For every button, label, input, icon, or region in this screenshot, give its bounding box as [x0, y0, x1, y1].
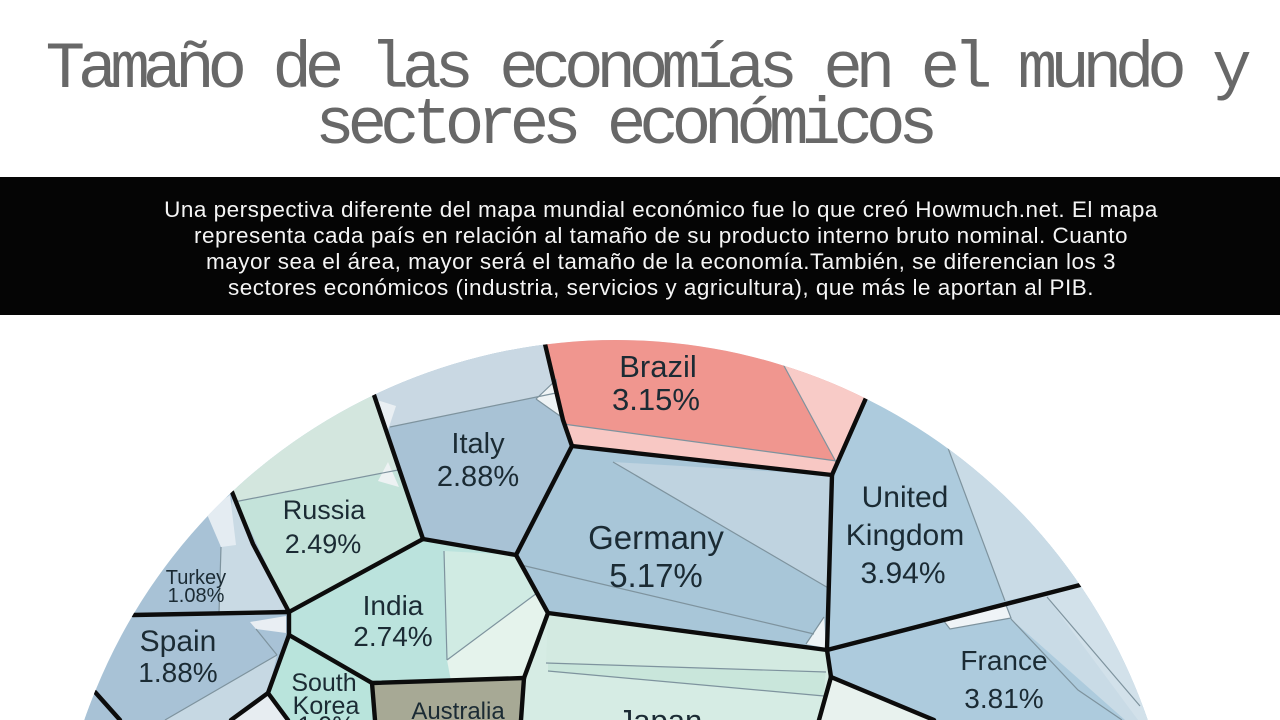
- svg-text:United: United: [862, 481, 949, 514]
- svg-text:Germany: Germany: [588, 519, 724, 556]
- svg-text:3.15%: 3.15%: [612, 382, 700, 417]
- svg-text:France: France: [960, 645, 1047, 676]
- svg-text:3.81%: 3.81%: [964, 683, 1043, 714]
- svg-text:Korea: Korea: [293, 692, 360, 720]
- svg-text:South: South: [291, 669, 356, 697]
- svg-text:Turkey: Turkey: [166, 567, 226, 589]
- svg-text:2.88%: 2.88%: [437, 461, 519, 493]
- svg-text:Italy: Italy: [451, 428, 505, 460]
- svg-text:Brazil: Brazil: [619, 349, 697, 384]
- svg-text:2.49%: 2.49%: [285, 529, 362, 559]
- svg-text:Japan: Japan: [618, 703, 702, 720]
- svg-text:Spain: Spain: [140, 625, 217, 658]
- svg-text:3.94%: 3.94%: [860, 557, 945, 590]
- svg-text:Kingdom: Kingdom: [846, 519, 964, 552]
- svg-text:Australia: Australia: [411, 698, 505, 720]
- svg-text:1.88%: 1.88%: [138, 657, 217, 688]
- svg-text:India: India: [363, 590, 424, 621]
- svg-text:Russia: Russia: [283, 495, 367, 525]
- svg-text:1.08%: 1.08%: [168, 585, 225, 607]
- svg-text:2.74%: 2.74%: [353, 621, 432, 652]
- svg-text:1.9%: 1.9%: [298, 712, 355, 720]
- svg-text:5.17%: 5.17%: [609, 557, 703, 594]
